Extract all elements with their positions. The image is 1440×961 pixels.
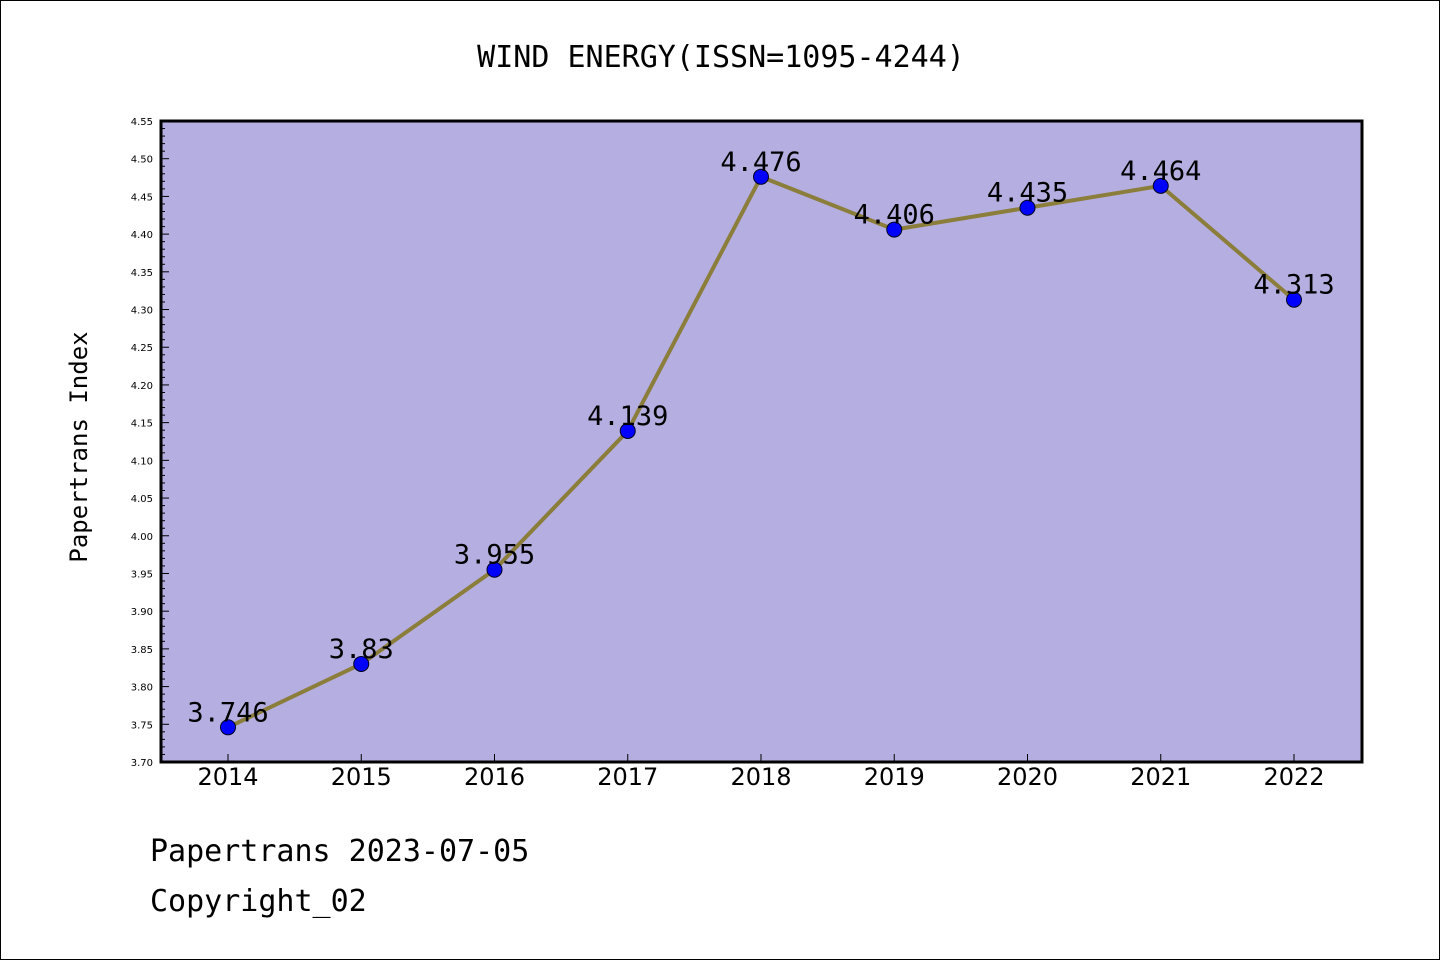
x-tick-label: 2017	[597, 763, 658, 791]
data-point	[886, 221, 903, 238]
y-tick-label: 3.80	[131, 683, 153, 694]
y-tick-label: 3.90	[131, 607, 153, 618]
x-tick-label: 2018	[730, 763, 791, 791]
data-label: 4.313	[1253, 270, 1334, 301]
data-label: 3.955	[454, 540, 535, 571]
y-tick-label: 4.00	[131, 532, 153, 543]
x-tick-label: 2021	[1130, 763, 1191, 791]
y-tick-label: 4.55	[131, 117, 153, 128]
data-point	[1286, 291, 1302, 308]
data-label: 4.139	[587, 401, 668, 432]
y-axis: 3.70 3.75 3.80 3.85 3.90 3.95 4.00 4.05 4.10 4.15…	[131, 117, 169, 769]
chart-title: WIND ENERGY(ISSN=1095-4244)	[477, 40, 965, 75]
data-point	[220, 719, 236, 736]
x-axis: 2014 2015 2016 2017 2018 2019 2020 2021 2022	[197, 754, 1325, 791]
x-tick-label: 2015	[331, 763, 392, 791]
x-tick-label: 2020	[997, 763, 1058, 791]
y-tick-label: 3.75	[131, 720, 153, 731]
y-tick-label: 3.70	[131, 758, 153, 769]
y-tick-label: 4.25	[131, 343, 153, 354]
data-label: 3.83	[329, 634, 394, 665]
y-tick-label: 4.30	[131, 306, 153, 317]
data-point	[1152, 177, 1169, 194]
y-tick-label: 4.20	[131, 381, 153, 392]
data-point	[353, 655, 370, 672]
y-tick-label: 4.50	[131, 155, 153, 166]
y-tick-label: 4.35	[131, 268, 153, 279]
data-label: 4.406	[854, 200, 935, 231]
y-tick-label: 4.10	[131, 456, 153, 467]
x-tick-label: 2016	[464, 763, 525, 791]
data-point	[486, 561, 503, 578]
data-label: 3.746	[187, 697, 268, 728]
x-tick-label: 2014	[197, 763, 258, 791]
y-tick-label: 4.15	[131, 419, 153, 430]
x-tick-label: 2022	[1263, 763, 1324, 791]
plot-area	[159, 119, 1364, 764]
footer-date: Papertrans 2023-07-05	[150, 834, 530, 869]
y-tick-label: 3.95	[131, 569, 153, 580]
data-point	[753, 168, 769, 185]
y-tick-label: 4.40	[131, 230, 153, 241]
data-label: 4.476	[720, 147, 801, 178]
series-group: 3.746 3.83 3.955 4.139 4.476 4.406 4.435 4.464 4…	[187, 147, 1335, 736]
data-label: 4.435	[987, 178, 1068, 209]
y-tick-label: 4.05	[131, 494, 153, 505]
data-point	[619, 422, 636, 439]
footer-copyright: Copyright_02	[150, 884, 367, 919]
y-tick-label: 3.85	[131, 645, 153, 656]
data-point	[1019, 199, 1036, 216]
data-label: 4.464	[1120, 156, 1201, 187]
y-axis-label: Papertrans Index	[65, 331, 93, 562]
y-tick-label: 4.45	[131, 192, 153, 203]
x-tick-label: 2019	[864, 763, 925, 791]
